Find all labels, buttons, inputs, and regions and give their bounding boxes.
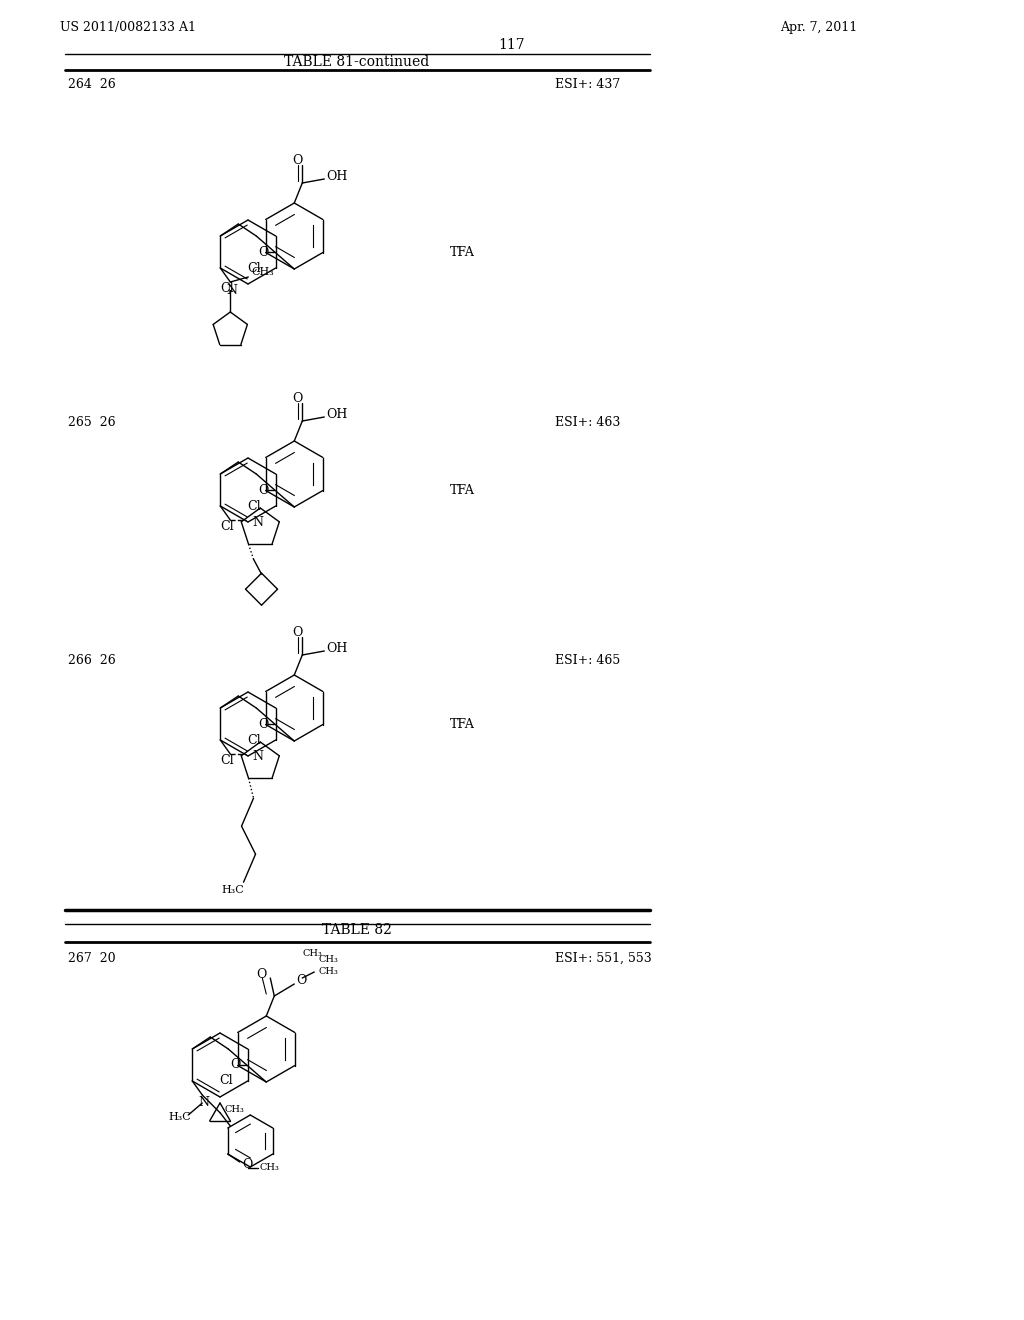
Text: N: N (199, 1097, 210, 1110)
Text: Cl: Cl (220, 1074, 233, 1088)
Text: ESI+: 437: ESI+: 437 (555, 78, 621, 91)
Text: 117: 117 (499, 38, 525, 51)
Text: ESI+: 465: ESI+: 465 (555, 653, 621, 667)
Text: O: O (259, 246, 269, 259)
Text: CH₃: CH₃ (318, 956, 338, 965)
Text: O: O (292, 154, 303, 168)
Text: O: O (259, 718, 269, 730)
Text: N: N (252, 516, 263, 529)
Text: O: O (242, 1158, 252, 1171)
Text: CH₃: CH₃ (251, 267, 274, 277)
Text: 266  26: 266 26 (68, 653, 116, 667)
Text: CH₃: CH₃ (318, 968, 338, 977)
Text: O: O (296, 974, 306, 987)
Text: OH: OH (327, 170, 348, 183)
Text: Cl: Cl (248, 734, 261, 747)
Text: TFA: TFA (450, 246, 475, 259)
Text: O: O (259, 483, 269, 496)
Text: N: N (252, 751, 263, 763)
Text: 267  20: 267 20 (68, 952, 116, 965)
Text: TFA: TFA (450, 718, 475, 730)
Text: Cl: Cl (248, 261, 261, 275)
Text: O: O (292, 627, 303, 639)
Text: 264  26: 264 26 (68, 78, 116, 91)
Text: H₃C: H₃C (221, 886, 245, 895)
Text: TABLE 81-continued: TABLE 81-continued (285, 55, 430, 69)
Text: Apr. 7, 2011: Apr. 7, 2011 (780, 21, 857, 33)
Text: O: O (292, 392, 303, 405)
Text: TFA: TFA (450, 483, 475, 496)
Text: Cl: Cl (248, 499, 261, 512)
Text: Cl: Cl (220, 754, 233, 767)
Text: CH₃: CH₃ (224, 1105, 244, 1114)
Text: OH: OH (327, 643, 348, 656)
Text: OH: OH (327, 408, 348, 421)
Text: US 2011/0082133 A1: US 2011/0082133 A1 (60, 21, 196, 33)
Text: O: O (230, 1059, 241, 1072)
Text: CH₃: CH₃ (260, 1163, 280, 1172)
Text: CH₃: CH₃ (302, 949, 323, 958)
Text: ESI+: 463: ESI+: 463 (555, 416, 621, 429)
Text: TABLE 82: TABLE 82 (323, 923, 392, 937)
Text: ESI+: 551, 553: ESI+: 551, 553 (555, 952, 651, 965)
Text: 265  26: 265 26 (68, 416, 116, 429)
Text: O: O (256, 968, 266, 981)
Text: Cl: Cl (220, 520, 233, 532)
Text: Cl: Cl (220, 281, 233, 294)
Text: N: N (226, 284, 238, 297)
Text: H₃C: H₃C (168, 1111, 191, 1122)
